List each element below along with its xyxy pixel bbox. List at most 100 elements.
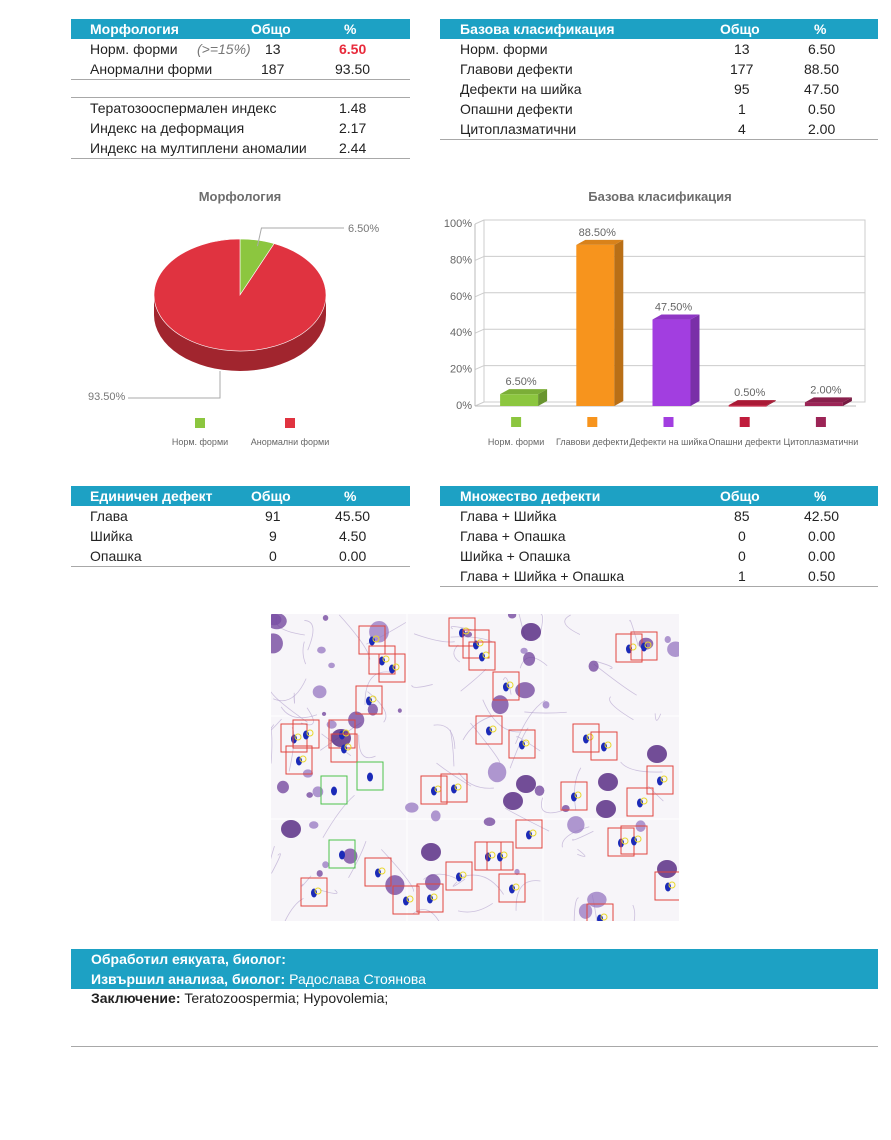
detection-box-abnormal	[358, 625, 386, 655]
stained-cell	[523, 652, 536, 666]
stained-cell	[664, 635, 671, 643]
table-row: Цитоплазматични 4 2.00	[440, 119, 878, 140]
tail-fiber	[381, 849, 414, 892]
stained-cell	[534, 785, 545, 796]
pie-leader-1	[128, 371, 221, 399]
tail-fiber	[413, 633, 455, 643]
pie-side-wall	[154, 295, 326, 371]
cell-cluster	[516, 775, 536, 793]
microscopy-image	[271, 614, 679, 921]
tail-fiber	[348, 841, 367, 879]
bar-legend-label-3: Опашни дефекти	[708, 437, 780, 447]
bar-top-0	[500, 389, 548, 395]
stained-cell	[367, 703, 378, 716]
tail-fiber	[457, 902, 493, 913]
stained-cell	[507, 614, 517, 619]
bar-legend-label-0: Норм. форми	[488, 437, 544, 447]
cell-cluster	[521, 623, 541, 641]
stained-cell	[312, 685, 327, 699]
single-table-header: Единичен дефект Общо %	[71, 486, 410, 506]
detection-box-normal	[356, 761, 384, 791]
midpiece-marker	[574, 791, 582, 799]
tail-fiber	[482, 699, 520, 733]
tail-fiber	[564, 614, 581, 635]
stained-cell	[561, 804, 570, 813]
bar-side-2	[690, 314, 700, 406]
stained-cell	[385, 875, 405, 895]
cell-cluster	[421, 843, 441, 861]
bar-ytick-label: 100%	[444, 218, 472, 230]
detection-box-abnormal	[300, 877, 328, 907]
bar-top-3	[728, 400, 776, 406]
multi-table-header: Множество дефекти Общо %	[440, 486, 878, 506]
row-pct: 45.50	[335, 508, 371, 524]
detection-box-abnormal	[508, 729, 536, 759]
conclusion-value: Teratozoospermia; Hypovolemia;	[184, 990, 389, 1006]
bar-3	[728, 405, 767, 407]
bar-legend-label-1: Главови дефекти	[556, 437, 628, 447]
detection-box-abnormal	[626, 787, 654, 817]
bar-grid-slant	[474, 365, 485, 371]
midpiece-marker	[629, 643, 637, 651]
row-pct: 93.50	[335, 61, 371, 77]
stained-cell	[326, 720, 337, 729]
detection-box-abnormal	[392, 885, 420, 915]
row-label: Норм. форми	[460, 41, 548, 57]
cell-cluster	[596, 800, 616, 818]
tail-fiber	[293, 692, 295, 704]
table-row: Глава 91 45.50	[71, 506, 410, 526]
stained-cell	[588, 660, 599, 672]
midpiece-marker	[454, 783, 462, 791]
row-pct: 47.50	[804, 81, 840, 97]
stained-cell	[405, 802, 419, 813]
row-total: 13	[734, 41, 750, 57]
stained-cell	[306, 792, 313, 798]
tail-fiber	[358, 734, 376, 759]
divider	[71, 91, 410, 98]
cell-cluster	[657, 860, 677, 878]
tail-fiber	[515, 699, 546, 745]
stained-cell	[348, 711, 365, 729]
bar-value-label-1: 88.50%	[579, 227, 617, 239]
midpiece-marker	[382, 655, 390, 663]
row-total: 9	[269, 528, 277, 544]
stained-cell	[578, 903, 593, 919]
analyzed-by-row: Извършил анализа, биолог: Радослава Стоя…	[71, 969, 878, 989]
bar-side-0	[538, 389, 548, 406]
stained-cell	[321, 711, 327, 716]
bar-2	[652, 319, 691, 406]
detection-box-abnormal	[364, 857, 392, 887]
midpiece-marker	[529, 829, 537, 837]
tail-fiber	[322, 794, 355, 838]
table-row: Главови дефекти 177 88.50	[440, 59, 878, 79]
midpiece-marker	[406, 895, 414, 903]
stained-cell	[483, 817, 496, 827]
stained-cell	[425, 874, 441, 891]
bar-legend-swatch-1	[587, 417, 598, 427]
detection-box-abnormal	[368, 645, 396, 675]
tail-fiber	[271, 853, 281, 874]
pie-legend-swatch-1	[285, 418, 295, 428]
bar-side-1	[614, 239, 624, 406]
tail-fiber	[515, 880, 541, 911]
tail-fiber	[577, 848, 586, 857]
multi-header-pct: %	[814, 488, 827, 504]
bar-side-3	[766, 400, 776, 406]
tail-fiber	[452, 878, 466, 887]
tail-fiber	[572, 830, 594, 841]
midpiece-marker	[306, 729, 314, 737]
processed-label: Обработил еякуата, биолог:	[91, 951, 286, 967]
midpiece-marker	[500, 851, 508, 859]
row-total: 0	[738, 548, 746, 564]
table-row: Дефекти на шийка 95 47.50	[440, 79, 878, 99]
detection-box-abnormal	[468, 641, 496, 671]
midpiece-marker	[489, 725, 497, 733]
tail-fiber	[449, 729, 455, 767]
tail-fiber	[654, 713, 662, 721]
detection-box-abnormal	[420, 775, 448, 805]
midpiece-marker	[378, 867, 386, 875]
row-total: 91	[265, 508, 281, 524]
tail-fiber	[620, 761, 663, 773]
tail-fiber	[271, 846, 275, 860]
bar-legend-label-2: Дефекти на шийка	[629, 437, 707, 447]
